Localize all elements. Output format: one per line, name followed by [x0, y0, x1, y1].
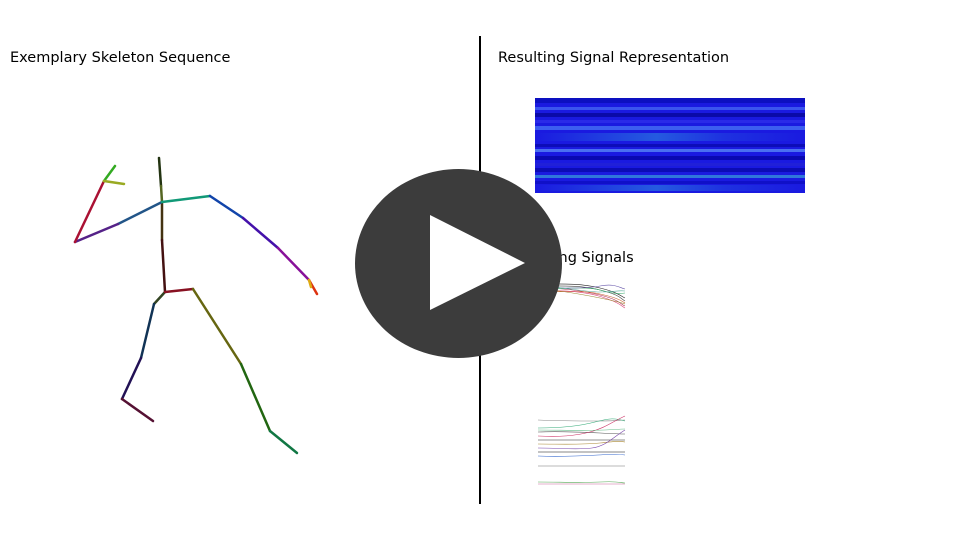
bone-thumb-left — [102, 179, 126, 186]
bone-spine-lower — [160, 238, 167, 294]
bone-wrist-right — [276, 246, 311, 282]
signal-panel-title: Resulting Signal Representation — [498, 50, 730, 66]
bone-hip-right — [163, 287, 195, 294]
bone-shin-left — [120, 356, 143, 401]
bone-shin-right — [239, 362, 272, 433]
bone-foot-right — [268, 429, 299, 455]
skeleton-panel-title: Exemplary Skeleton Sequence — [10, 50, 231, 66]
bone-thigh-right — [191, 287, 243, 366]
bone-shoulder-left — [116, 200, 164, 226]
play-button[interactable] — [355, 169, 562, 358]
bone-forearm-left — [73, 179, 106, 244]
bone-upperarm-left — [73, 222, 120, 244]
bone-thumb-right — [307, 278, 313, 289]
signal-plot-bottom — [537, 415, 626, 485]
play-icon — [430, 215, 525, 310]
bone-hip-left — [152, 290, 167, 306]
bone-upperarm-right — [208, 194, 245, 220]
bone-head — [157, 156, 163, 188]
bone-shoulder-right — [160, 194, 212, 204]
bone-forearm-right — [241, 216, 280, 250]
bone-foot-left — [120, 397, 155, 423]
bone-thigh-left — [139, 302, 156, 360]
bone-neck — [159, 184, 164, 204]
bone-hand-left — [102, 164, 117, 183]
